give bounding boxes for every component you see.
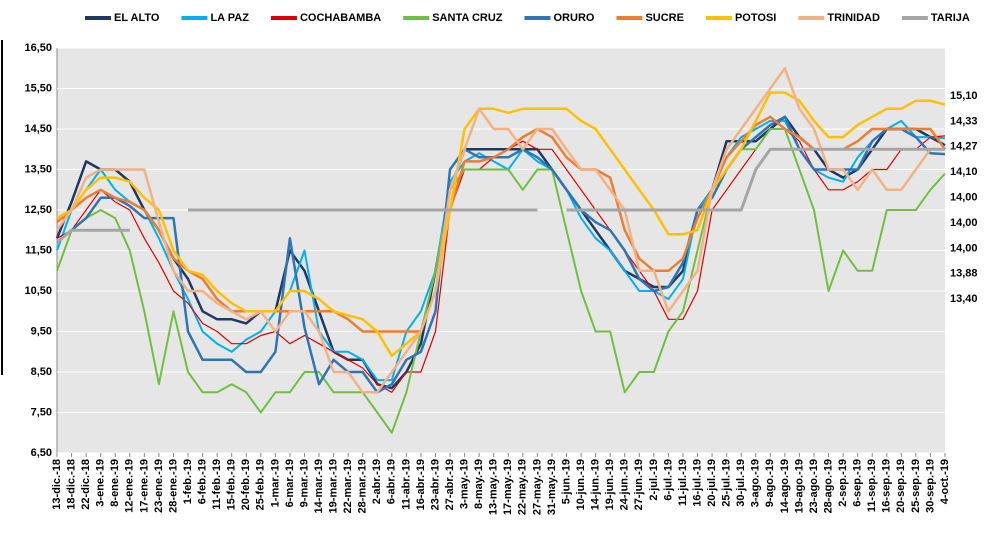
end-label: 15,10 xyxy=(950,90,978,102)
x-tick-label: 1-feb.-19 xyxy=(182,459,194,504)
x-tick-label: 23-abr.-19 xyxy=(429,459,441,510)
x-tick-label: 5-jun.-19 xyxy=(560,459,572,504)
legend-label: POTOSI xyxy=(735,12,776,24)
x-tick-label: 8-ene.-19 xyxy=(109,459,121,507)
series-line xyxy=(56,115,946,394)
x-tick-label: 17-may.-19 xyxy=(502,459,514,515)
series-line xyxy=(55,115,946,390)
series-line xyxy=(56,128,946,434)
legend-label: LA PAZ xyxy=(210,12,249,24)
x-tick-label: 6-mar.-19 xyxy=(284,459,296,507)
end-label: 14,33 xyxy=(950,115,978,127)
x-tick-label: 3-ago.-19 xyxy=(750,459,762,507)
x-tick-label: 27-jun.-19 xyxy=(633,459,645,510)
x-tick-label: 14-ago.-19 xyxy=(779,459,791,513)
x-tick-label: 25-jul.-19 xyxy=(721,459,733,507)
legend-label: COCHABAMBA xyxy=(300,12,381,24)
x-tick-label: 11-sep.-19 xyxy=(866,459,878,512)
legend-label: TRINIDAD xyxy=(827,12,880,24)
x-tick-label: 30-sep.-19 xyxy=(924,459,936,513)
x-tick-label: 6-sep.-19 xyxy=(852,459,864,507)
x-tick-label: 19-jun.-19 xyxy=(604,459,616,510)
y-tick-label: 9,50 xyxy=(31,325,52,337)
x-tick-label: 3-ene.-19 xyxy=(95,459,107,507)
x-tick-label: 19-mar.-19 xyxy=(327,459,339,513)
y-tick-label: 10,50 xyxy=(24,285,52,297)
legend-label: TARIJA xyxy=(931,12,970,24)
x-tick-label: 12-ene.-19 xyxy=(124,459,136,513)
x-tick-label: 28-ene.-19 xyxy=(167,459,179,513)
end-label: 14,10 xyxy=(950,166,978,178)
x-tick-label: 24-jun.-19 xyxy=(619,459,631,510)
series-line xyxy=(55,67,945,394)
x-tick-label: 6-jul.-19 xyxy=(662,459,674,501)
x-tick-label: 25-sep.-19 xyxy=(910,459,922,513)
end-label: 14,00 xyxy=(950,242,978,254)
x-tick-label: 6-abr.-19 xyxy=(386,459,398,504)
end-label: 14,00 xyxy=(950,192,978,204)
x-tick-label: 22-may.-19 xyxy=(517,459,529,515)
x-tick-label: 28-ago.-19 xyxy=(822,459,834,513)
legend-label: EL ALTO xyxy=(114,12,160,24)
x-tick-label: 23-ene.-19 xyxy=(153,459,165,513)
x-tick-label: 11-jul.-19 xyxy=(677,459,689,506)
legend-label: ORURO xyxy=(554,12,595,24)
x-tick-label: 14-jun.-19 xyxy=(590,459,602,510)
x-tick-label: 20-sep.-19 xyxy=(895,459,907,513)
x-tick-label: 18-dic.-18 xyxy=(65,459,77,510)
series-line xyxy=(56,147,945,244)
x-tick-label: 15-feb.-19 xyxy=(226,459,238,510)
legend-label: SUCRE xyxy=(645,12,684,24)
x-tick-label: 27-abr.-19 xyxy=(444,459,456,510)
x-tick-label: 2-sep.-19 xyxy=(837,459,849,507)
x-tick-label: 17-ene.-19 xyxy=(138,459,150,513)
x-tick-label: 16-sep.-19 xyxy=(881,459,893,513)
x-tick-label: 14-mar.-19 xyxy=(313,459,325,513)
y-tick-label: 13,50 xyxy=(24,163,52,175)
x-tick-label: 13-dic.-18 xyxy=(51,459,63,510)
x-tick-label: 22-dic.-18 xyxy=(80,459,92,510)
end-label: 14,27 xyxy=(950,141,978,153)
x-tick-label: 27-may.-19 xyxy=(531,459,543,515)
y-tick-label: 16,50 xyxy=(24,42,52,54)
x-tick-label: 9-ago.-19 xyxy=(764,459,776,507)
x-tick-label: 25-feb.-19 xyxy=(255,459,267,510)
x-tick-label: 20-feb.-19 xyxy=(240,459,252,510)
y-tick-label: 15,50 xyxy=(24,82,52,94)
y-tick-label: 7,50 xyxy=(31,406,52,418)
series-line xyxy=(56,115,947,333)
x-tick-label: 2-jul.-19 xyxy=(648,459,660,501)
x-tick-label: 19-ago.-19 xyxy=(793,459,805,513)
end-label: 14,00 xyxy=(950,217,978,229)
x-tick-label: 10-jun.-19 xyxy=(575,459,587,510)
x-tick-label: 2-abr.-19 xyxy=(371,459,383,504)
x-tick-label: 20-jul.-19 xyxy=(706,459,718,507)
y-tick-label: 14,50 xyxy=(24,123,52,135)
x-tick-label: 28-mar.-19 xyxy=(357,459,369,513)
y-tick-label: 12,50 xyxy=(24,204,52,216)
x-tick-label: 22-mar.-19 xyxy=(342,459,354,513)
y-tick-label: 6,50 xyxy=(31,447,52,459)
y-tick-label: 11,50 xyxy=(25,244,52,256)
end-label: 13,40 xyxy=(950,293,978,305)
x-tick-label: 16-abr.-19 xyxy=(415,459,427,510)
x-tick-label: 6-feb.-19 xyxy=(196,459,208,504)
x-tick-label: 11-feb.-19 xyxy=(211,459,223,510)
x-tick-label: 23-ago.-19 xyxy=(808,459,820,513)
x-tick-label: 31-may.-19 xyxy=(546,459,558,515)
x-tick-label: 1-mar.-19 xyxy=(269,459,281,507)
end-label: 13,88 xyxy=(950,268,978,280)
x-tick-label: 16-jul.-19 xyxy=(691,459,703,507)
x-tick-label: 30-jul.-19 xyxy=(735,459,747,507)
x-tick-label: 4-oct.-19 xyxy=(939,459,951,504)
x-tick-label: 8-may.-19 xyxy=(473,459,485,509)
x-tick-label: 3-may.-19 xyxy=(459,459,471,509)
x-tick-label: 13-may.-19 xyxy=(488,459,500,515)
x-tick-label: 11-abr.-19 xyxy=(400,459,412,510)
y-tick-label: 8,50 xyxy=(31,366,52,378)
legend-label: SANTA CRUZ xyxy=(432,12,503,24)
x-tick-label: 9-mar.-19 xyxy=(298,459,310,507)
